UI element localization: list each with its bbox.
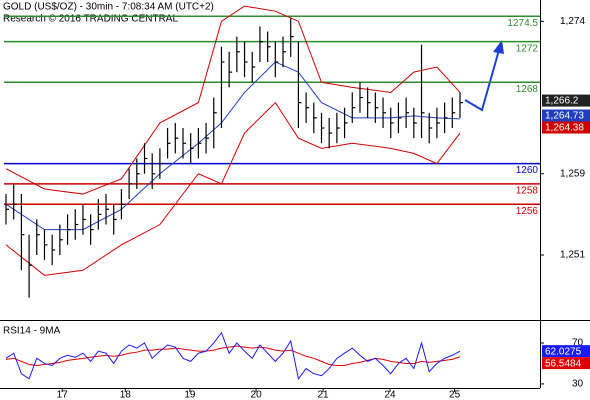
price-tag [542, 109, 590, 122]
level-label: 1260 [516, 165, 539, 176]
level-label: 1274.5 [507, 18, 538, 29]
value-tag [542, 345, 590, 358]
x-tick-label: 18 [120, 390, 132, 400]
x-tick-label: 17 [57, 390, 69, 400]
price-tag-label: 1,264.73 [545, 111, 584, 122]
band-lower [5, 101, 461, 276]
y-tick-label: 30 [572, 379, 584, 390]
chart-subtitle: Research © 2016 TRADING CENTRAL [3, 14, 178, 25]
forecast-arrow [464, 40, 504, 112]
band-middle [5, 61, 461, 231]
price-tag [542, 121, 590, 134]
rsi-line [5, 331, 461, 380]
y-tick-label: 1,274 [560, 16, 585, 27]
level-label: 1272 [516, 43, 539, 54]
level-label: 1256 [516, 206, 539, 217]
price-tag-label: 1,266.2 [545, 96, 579, 107]
rsi-title: RSI14 - 9MA [3, 326, 61, 337]
x-tick-label: 20 [251, 390, 263, 400]
y-tick-label: 70 [572, 338, 584, 349]
y-tick-label: 1,259 [560, 168, 585, 179]
value-tag [542, 357, 590, 370]
x-tick-label: 21 [317, 390, 329, 400]
band-upper [5, 5, 461, 195]
y-tick-label: 1,251 [560, 250, 585, 261]
value-tag-label: 62.0275 [545, 346, 582, 357]
level-label: 1258 [516, 186, 539, 197]
level-label: 1268 [516, 84, 539, 95]
chart-title: GOLD (US$/OZ) - 30min - 7:08:34 AM (UTC+… [3, 2, 214, 13]
x-tick-label: 25 [449, 390, 461, 400]
value-tag-label: 56.5484 [545, 358, 582, 369]
x-tick-label: 19 [184, 390, 196, 400]
price-tag-label: 1,264.38 [545, 123, 584, 134]
rsi-line [5, 345, 461, 366]
price-tag [542, 94, 590, 107]
x-tick-label: 24 [384, 390, 396, 400]
